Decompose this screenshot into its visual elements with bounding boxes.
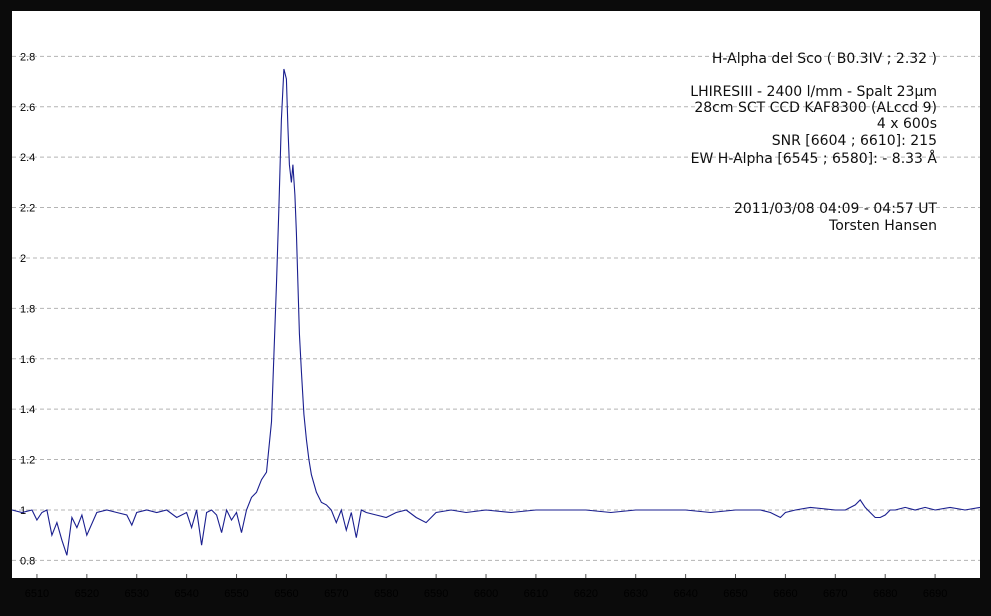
spectrum-series-line bbox=[11, 68, 981, 556]
x-tick-label: 6580 bbox=[374, 588, 398, 600]
y-tick-label: 0.8 bbox=[20, 555, 35, 567]
y-tick-label: 2 bbox=[20, 253, 26, 265]
info-line-title: H-Alpha del Sco ( B0.3IV ; 2.32 ) bbox=[712, 51, 937, 67]
y-tick-label: 1.4 bbox=[20, 404, 35, 416]
x-tick-label: 6530 bbox=[125, 588, 149, 600]
x-tick-label: 6670 bbox=[823, 588, 847, 600]
x-tick-label: 6520 bbox=[75, 588, 99, 600]
x-tick-label: 6600 bbox=[474, 588, 498, 600]
info-line-instrument: LHIRESIII - 2400 l/mm - Spalt 23µm bbox=[690, 84, 937, 100]
x-tick-label: 6660 bbox=[773, 588, 797, 600]
x-tick-label: 6680 bbox=[873, 588, 897, 600]
plot-area bbox=[12, 11, 980, 578]
info-line-telescope: 28cm SCT CCD KAF8300 (ALccd 9) bbox=[694, 100, 937, 116]
info-line-observer: Torsten Hansen bbox=[828, 218, 937, 234]
y-tick-label: 2.8 bbox=[20, 51, 35, 63]
y-tick-label: 2.6 bbox=[20, 102, 35, 114]
x-tick-label: 6650 bbox=[723, 588, 747, 600]
x-tick-label: 6610 bbox=[524, 588, 548, 600]
info-line-exposure: 4 x 600s bbox=[877, 116, 937, 132]
x-tick-label: 6550 bbox=[224, 588, 248, 600]
x-tick-label: 6620 bbox=[574, 588, 598, 600]
info-text-block: H-Alpha del Sco ( B0.3IV ; 2.32 ) LHIRES… bbox=[690, 51, 937, 234]
y-tick-label: 1 bbox=[20, 505, 26, 517]
y-tick-label: 2.4 bbox=[20, 152, 35, 164]
x-tick-label: 6510 bbox=[25, 588, 49, 600]
info-line-ew: EW H-Alpha [6545 ; 6580]: - 8.33 Å bbox=[691, 150, 938, 167]
y-tick-label: 1.8 bbox=[20, 303, 35, 315]
y-tick-label: 2.2 bbox=[20, 203, 35, 215]
x-tick-label: 6560 bbox=[274, 588, 298, 600]
x-tick-label: 6590 bbox=[424, 588, 448, 600]
x-tick-label: 6690 bbox=[923, 588, 947, 600]
grid-lines bbox=[12, 55, 980, 561]
x-tick-label: 6570 bbox=[324, 588, 348, 600]
y-axis-ticks: 0.8 1 1.2 1.4 1.6 1.8 2 2.2 2.4 2.6 2.8 bbox=[20, 51, 35, 567]
x-axis-ticks: 6510 6520 6530 6540 6550 6560 6570 6580 6590 6600… bbox=[25, 574, 947, 600]
x-tick-label: 6630 bbox=[623, 588, 647, 600]
x-tick-label: 6640 bbox=[673, 588, 697, 600]
y-tick-label: 1.6 bbox=[20, 354, 35, 366]
y-tick-label: 1.2 bbox=[20, 455, 35, 467]
x-tick-label: 6540 bbox=[174, 588, 198, 600]
info-line-date: 2011/03/08 04:09 - 04:57 UT bbox=[734, 201, 937, 217]
info-line-snr: SNR [6604 ; 6610]: 215 bbox=[772, 133, 937, 149]
